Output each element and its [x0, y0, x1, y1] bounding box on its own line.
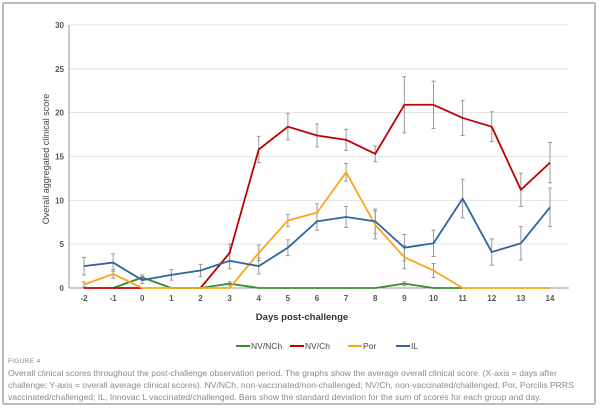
x-tick-label: 10: [429, 294, 438, 303]
figure-label: FIGURE 4: [8, 358, 41, 365]
x-tick-label: 14: [546, 294, 555, 303]
x-tick-label: 9: [402, 294, 407, 303]
x-tick-label: 1: [169, 294, 174, 303]
x-axis-label: Days post-challenge: [256, 312, 348, 323]
x-tick-label: 3: [227, 294, 232, 303]
y-tick-label: 0: [60, 284, 65, 293]
series-line-il: [83, 197, 551, 282]
legend-label: IL: [411, 341, 418, 351]
legend-label: Por: [363, 341, 376, 351]
x-tick-label: 7: [344, 294, 349, 303]
x-tick-label: 8: [373, 294, 378, 303]
x-tick-label: 2: [198, 294, 203, 303]
y-axis-label: Overall aggregated clinical score: [41, 94, 51, 225]
x-tick-label: 6: [315, 294, 320, 303]
x-tick-label: -1: [110, 294, 118, 303]
series-line-por: [83, 171, 550, 289]
legend-label: NV/NCh: [251, 341, 282, 351]
x-tick-label: 5: [286, 294, 291, 303]
x-tick-label: -2: [80, 294, 88, 303]
figure-caption: Overall clinical scores throughout the p…: [8, 368, 574, 402]
x-tick-label: 0: [140, 294, 145, 303]
legend-label: NV/Ch: [305, 341, 330, 351]
x-tick-label: 11: [458, 294, 467, 303]
series-line-nv-ch: [84, 103, 551, 289]
x-tick-label: 13: [516, 294, 525, 303]
y-tick-label: 10: [55, 196, 64, 205]
y-tick-label: 30: [55, 21, 64, 30]
y-tick-label: 20: [55, 109, 64, 118]
series-line-nv-nch: [112, 276, 463, 289]
y-tick-label: 5: [60, 240, 65, 249]
y-tick-label: 15: [55, 153, 64, 162]
y-tick-label: 25: [55, 65, 64, 74]
x-tick-label: 4: [257, 294, 262, 303]
x-tick-label: 12: [487, 294, 496, 303]
figure-frame: 0 5 10 15 20 25 30 -2 -1 0 1 2 3 4 5 6 7 8 9 10 11 12 13 14 Day…: [2, 2, 596, 405]
